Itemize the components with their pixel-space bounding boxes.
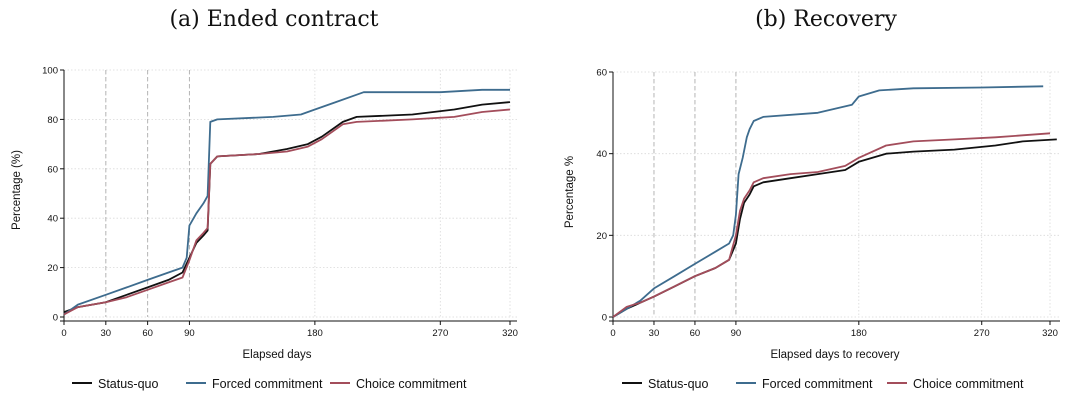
panel-a-y-tick-label: 80: [47, 115, 58, 126]
legend-a-forced: Forced commitment: [212, 377, 323, 391]
panel-b-plot: 0 20 40 60 0 30 60 90 180 270 320: [596, 68, 1060, 339]
panel-a-y-label: Percentage (%): [11, 150, 23, 230]
panel-a-x-tick-label: 60: [142, 328, 153, 339]
panel-a-x-tick-label: 180: [307, 328, 323, 339]
panel-b-x-tick-label: 0: [610, 328, 615, 339]
panel-b-y-tick-label: 0: [602, 313, 607, 324]
panel-b-x-tick-label: 320: [1042, 328, 1058, 339]
legend-a-choice: Choice commitment: [356, 377, 467, 391]
panel-a-x-tick-label: 0: [61, 328, 66, 339]
panel-a-x-tick-label: 30: [101, 328, 112, 339]
panel-b-series-choice-commitment: [612, 132, 1051, 318]
panel-a-y-tick-label: 60: [47, 164, 58, 175]
panel-a-y-tick-label: 100: [42, 66, 58, 77]
panel-a-x-label: Elapsed days: [242, 349, 311, 361]
panel-a-x-tick-label: 270: [432, 328, 448, 339]
panel-b-x-tick-label: 60: [690, 328, 701, 339]
panel-a-title: (a) Ended contract: [169, 7, 378, 32]
legend-b-forced: Forced commitment: [762, 377, 873, 391]
panel-a-x-tick-label: 320: [502, 328, 518, 339]
panel-b-series-forced-commitment: [612, 85, 1044, 318]
legend-b: Status-quo Forced commitment Choice comm…: [622, 377, 1024, 391]
panel-b-x-tick-label: 90: [731, 328, 742, 339]
panel-a-series-choice-commitment: [63, 108, 511, 316]
panel-a-x-tick-label: 90: [184, 328, 195, 339]
panel-b-x-tick-label: 30: [649, 328, 660, 339]
panel-a-plot: 0 20 40 60 80 100 0 30 60 90 180 270 320: [42, 66, 518, 340]
panel-a-series-forced-commitment: [63, 88, 510, 316]
legend-a-status-quo: Status-quo: [98, 377, 159, 391]
panel-b-title: (b) Recovery: [755, 7, 897, 32]
legend-b-status-quo: Status-quo: [648, 377, 709, 391]
panel-b-x-label: Elapsed days to recovery: [770, 349, 899, 361]
panel-b-series-status-quo: [612, 138, 1057, 318]
panel-b-x-tick-label: 270: [974, 328, 990, 339]
panel-b-y-tick-label: 40: [596, 149, 607, 160]
panel-b-x-tick-label: 180: [851, 328, 867, 339]
panel-a-y-tick-label: 20: [47, 263, 58, 274]
legend-a: Status-quo Forced commitment Choice comm…: [72, 377, 467, 391]
panel-a-y-tick-label: 0: [53, 313, 58, 324]
panel-b-y-tick-label: 60: [596, 68, 607, 79]
legend-b-choice: Choice commitment: [913, 377, 1024, 391]
panel-b-y-label: Percentage %: [564, 156, 576, 228]
panel-a-y-tick-label: 40: [47, 214, 58, 225]
panel-b-y-tick-label: 20: [596, 231, 607, 242]
panel-a-series-status-quo: [63, 101, 511, 313]
